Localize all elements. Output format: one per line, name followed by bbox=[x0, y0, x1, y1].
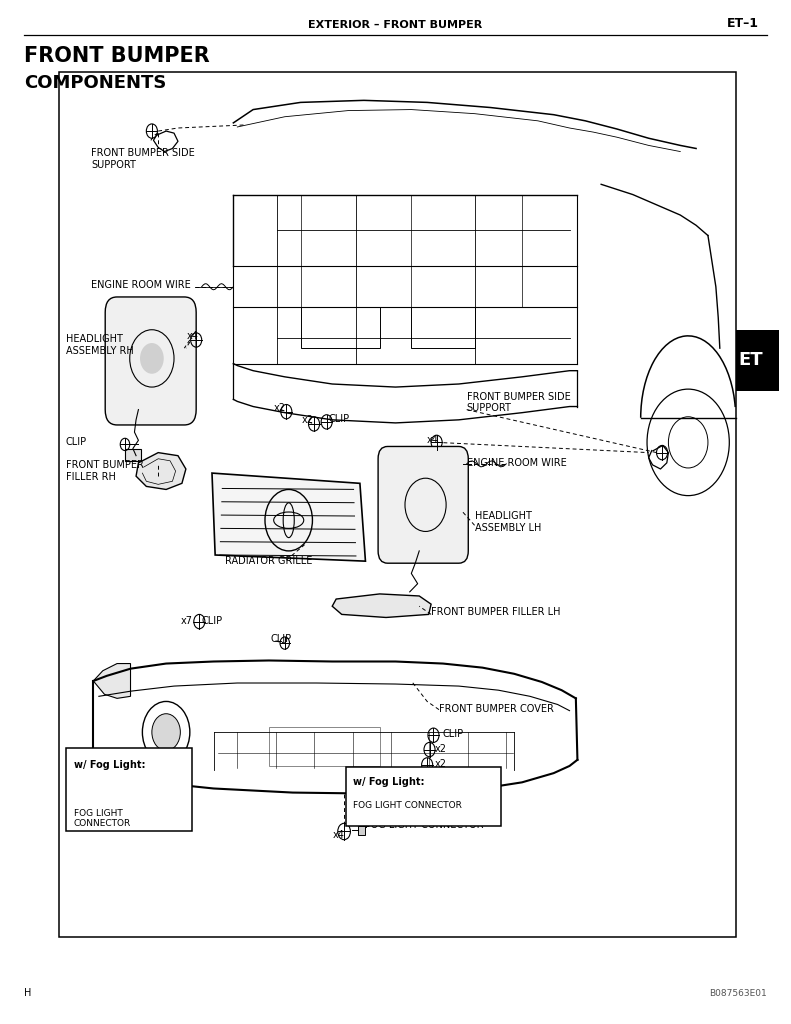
Text: CLIP: CLIP bbox=[328, 414, 350, 424]
Text: HEADLIGHT
ASSEMBLY RH: HEADLIGHT ASSEMBLY RH bbox=[66, 334, 134, 356]
FancyBboxPatch shape bbox=[105, 297, 196, 425]
Bar bbox=[346, 767, 501, 826]
Circle shape bbox=[140, 343, 164, 374]
Text: ET: ET bbox=[738, 351, 763, 370]
Text: B087563E01: B087563E01 bbox=[710, 989, 767, 997]
Text: ENGINE ROOM WIRE: ENGINE ROOM WIRE bbox=[91, 280, 191, 290]
Text: x4: x4 bbox=[187, 331, 199, 341]
Text: w/ Fog Light:: w/ Fog Light: bbox=[74, 760, 145, 770]
Text: CLIP: CLIP bbox=[202, 615, 223, 626]
Text: COMPONENTS: COMPONENTS bbox=[24, 74, 166, 92]
Polygon shape bbox=[332, 594, 431, 617]
Text: FOG LIGHT
CONNECTOR: FOG LIGHT CONNECTOR bbox=[74, 809, 131, 828]
Text: x2: x2 bbox=[435, 743, 447, 754]
Text: x2: x2 bbox=[302, 415, 314, 425]
Text: FRONT BUMPER SIDE
SUPPORT: FRONT BUMPER SIDE SUPPORT bbox=[467, 391, 570, 414]
Text: w/ Fog Light:: w/ Fog Light: bbox=[353, 777, 424, 787]
Bar bbox=[269, 727, 380, 766]
Text: ENGINE ROOM WIRE: ENGINE ROOM WIRE bbox=[467, 458, 566, 468]
Text: CLIP: CLIP bbox=[443, 729, 464, 739]
Text: FRONT BUMPER COVER: FRONT BUMPER COVER bbox=[439, 703, 554, 714]
Circle shape bbox=[152, 714, 180, 751]
Polygon shape bbox=[212, 473, 365, 561]
Polygon shape bbox=[136, 453, 186, 489]
Bar bbox=[125, 449, 141, 461]
Text: x4: x4 bbox=[332, 829, 344, 840]
Text: FRONT BUMPER SIDE
SUPPORT: FRONT BUMPER SIDE SUPPORT bbox=[91, 147, 195, 170]
Polygon shape bbox=[358, 826, 365, 835]
Bar bbox=[721, 330, 779, 391]
Text: EXTERIOR – FRONT BUMPER: EXTERIOR – FRONT BUMPER bbox=[308, 19, 483, 30]
Text: FOG LIGHT CONNECTOR: FOG LIGHT CONNECTOR bbox=[365, 820, 484, 830]
Text: x4: x4 bbox=[427, 435, 439, 445]
Text: x2: x2 bbox=[435, 759, 447, 769]
Bar bbox=[59, 72, 736, 937]
Bar bbox=[66, 748, 192, 831]
Text: FRONT BUMPER
FILLER RH: FRONT BUMPER FILLER RH bbox=[66, 460, 143, 482]
Text: H: H bbox=[24, 988, 31, 998]
Text: x7: x7 bbox=[180, 615, 192, 626]
Text: CLIP: CLIP bbox=[271, 634, 292, 644]
Polygon shape bbox=[93, 664, 131, 698]
Text: RADIATOR GRILLE: RADIATOR GRILLE bbox=[225, 556, 312, 566]
Text: ET–1: ET–1 bbox=[728, 16, 759, 30]
Bar bbox=[301, 307, 380, 348]
Text: HEADLIGHT
ASSEMBLY LH: HEADLIGHT ASSEMBLY LH bbox=[475, 511, 541, 534]
Text: FOG LIGHT CONNECTOR: FOG LIGHT CONNECTOR bbox=[353, 801, 462, 810]
Text: FRONT BUMPER FILLER LH: FRONT BUMPER FILLER LH bbox=[431, 607, 561, 617]
FancyBboxPatch shape bbox=[378, 446, 468, 563]
Text: CLIP: CLIP bbox=[66, 437, 87, 447]
Text: x2: x2 bbox=[274, 402, 286, 413]
Bar bbox=[411, 307, 475, 348]
Text: FRONT BUMPER: FRONT BUMPER bbox=[24, 46, 210, 67]
